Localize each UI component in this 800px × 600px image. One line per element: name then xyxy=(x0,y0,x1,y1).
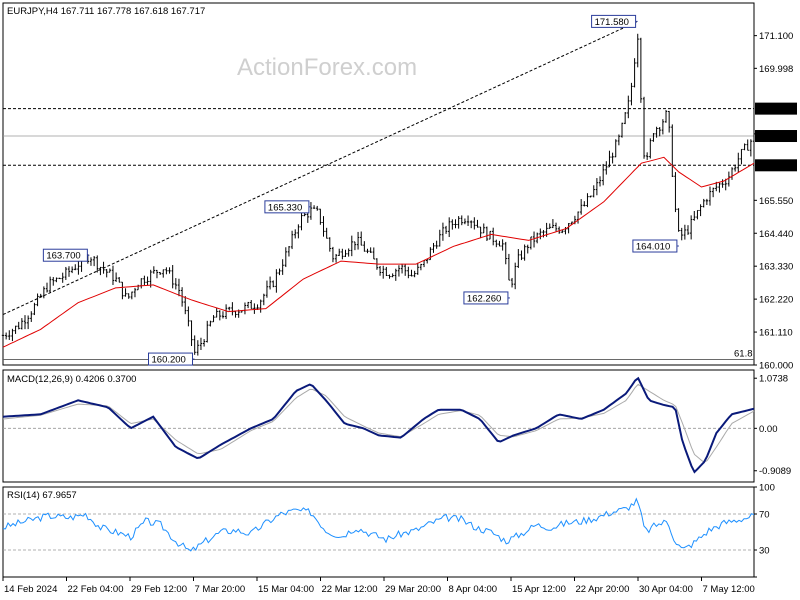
level-badge-2 xyxy=(755,130,797,143)
rsi-tick-label: 100 xyxy=(759,483,775,494)
annotation-label-5: 164.010 xyxy=(636,242,670,253)
level-badge-0 xyxy=(755,102,797,115)
level-badge-label-0: 168.640 xyxy=(758,104,792,115)
rsi-layer xyxy=(2,497,755,552)
macd-line xyxy=(2,376,755,474)
x-tick-label: 15 Mar 04:00 xyxy=(258,584,314,595)
rsi-title: RSI(14) 67.9657 xyxy=(7,490,77,501)
trendline xyxy=(2,20,638,316)
x-tick-label: 22 Mar 12:00 xyxy=(322,584,378,595)
macd-layer xyxy=(2,376,755,474)
x-tick-label: 7 Mar 20:00 xyxy=(195,584,246,595)
ohlc-label: 167.711 167.778 167.618 167.717 xyxy=(61,6,206,17)
price-panel xyxy=(2,2,755,366)
rsi-tick-label: 70 xyxy=(759,510,770,521)
annotation-label-3: 162.260 xyxy=(467,293,501,304)
level-badge-1 xyxy=(755,159,797,172)
x-tick-label: 15 Apr 12:00 xyxy=(512,584,566,595)
macd-tick-label: -0.9089 xyxy=(759,466,791,477)
macd-tick-label: 1.0738 xyxy=(759,374,788,385)
annotation-label-1: 160.200 xyxy=(152,355,186,366)
x-tick-label: 29 Mar 20:00 xyxy=(385,584,441,595)
x-tick-label: 22 Feb 04:00 xyxy=(68,584,124,595)
x-tick-label: 30 Apr 04:00 xyxy=(639,584,693,595)
annotation-label-2: 165.330 xyxy=(268,202,302,213)
rsi-line xyxy=(2,497,755,552)
x-tick-label: 22 Apr 20:00 xyxy=(576,584,630,595)
x-tick-label: 7 May 12:00 xyxy=(703,584,755,595)
watermark: ActionForex.com xyxy=(237,54,417,81)
price-tick-label: 165.550 xyxy=(759,196,793,207)
macd-tick-label: 0.00 xyxy=(759,424,778,435)
macd-signal-line xyxy=(2,383,755,463)
x-tick-label: 29 Feb 12:00 xyxy=(131,584,187,595)
price-layer: 61.8 163.700 160.200 165.330 162.260 171.580 1… xyxy=(1,14,756,366)
price-tick-label: 160.000 xyxy=(759,361,793,372)
symbol-label: EURJPY,H4 xyxy=(7,6,58,17)
price-tick-label: 171.100 xyxy=(759,31,793,42)
x-tick-label: 8 Apr 04:00 xyxy=(449,584,498,595)
x-tick-label: 14 Feb 2024 xyxy=(4,584,57,595)
annotation-label-0: 163.700 xyxy=(46,251,80,262)
price-tick-label: 161.110 xyxy=(759,328,793,339)
price-tick-label: 163.330 xyxy=(759,262,793,273)
level-badge-label-2: 167.717 xyxy=(758,132,792,143)
price-tick-label: 162.220 xyxy=(759,295,793,306)
price-tick-label: 164.440 xyxy=(759,229,793,240)
price-tick-label: 169.998 xyxy=(759,64,793,75)
rsi-panel xyxy=(2,486,755,578)
price-title: EURJPY,H4 167.711 167.778 167.618 167.71… xyxy=(7,6,205,17)
annotation-label-4: 171.580 xyxy=(595,17,629,28)
axis-layer: 168.640 166.730 167.717 161.110 162.220 163.3… xyxy=(2,31,797,595)
rsi-tick-label: 30 xyxy=(759,546,770,557)
fib-label: 61.8 xyxy=(734,349,753,360)
moving-average-line xyxy=(2,156,755,348)
macd-title: MACD(12,26,9) 0.4206 0.3700 xyxy=(7,374,136,385)
level-badge-label-1: 166.730 xyxy=(758,161,792,172)
